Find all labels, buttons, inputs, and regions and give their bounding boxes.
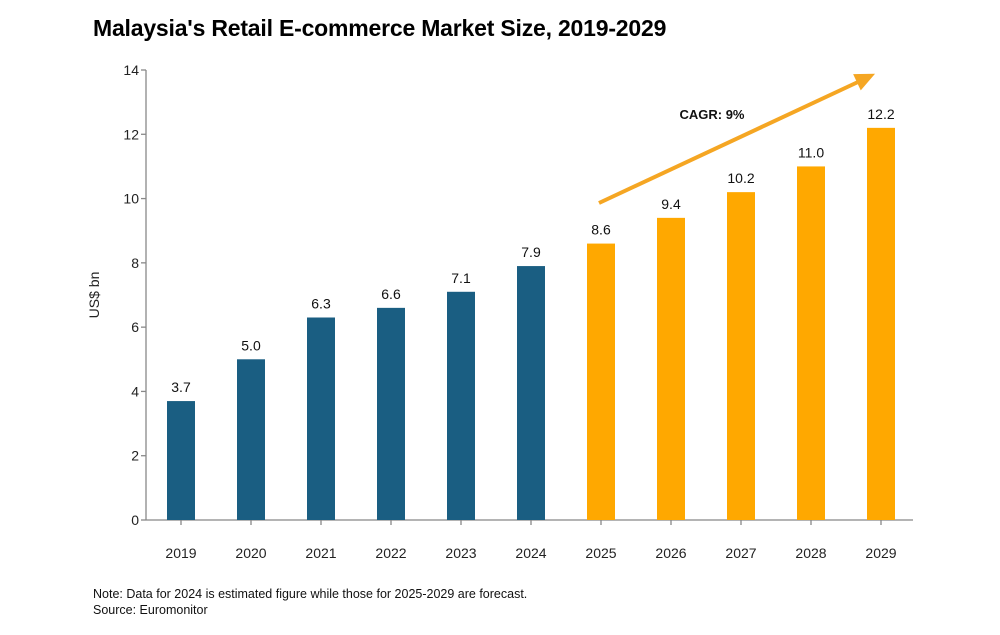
bar-2028 — [797, 166, 825, 520]
data-label-2027: 10.2 — [727, 170, 754, 186]
bar-2027 — [727, 192, 755, 520]
x-tick-label: 2026 — [655, 545, 686, 561]
data-label-2021: 6.3 — [311, 296, 331, 312]
x-tick-label: 2020 — [235, 545, 266, 561]
data-label-2029: 12.2 — [867, 106, 894, 122]
bar-2026 — [657, 217, 685, 520]
y-tick-label: 6 — [131, 319, 139, 335]
bar-2021 — [307, 317, 335, 520]
y-tick-label: 10 — [123, 191, 139, 207]
cagr-annotation: CAGR: 9% — [598, 73, 876, 205]
data-label-2026: 9.4 — [661, 196, 681, 212]
x-tick-label: 2021 — [305, 545, 336, 561]
x-tick-label: 2022 — [375, 545, 406, 561]
bar-2025 — [587, 243, 615, 521]
footnote-source: Source: Euromonitor — [93, 603, 208, 617]
cagr-arrow-head-icon — [853, 73, 876, 91]
y-tick-label: 14 — [123, 62, 139, 78]
bar-2023 — [447, 291, 475, 520]
cagr-arrow-line — [598, 80, 859, 205]
data-label-2019: 3.7 — [171, 379, 191, 395]
x-tick-label: 2029 — [865, 545, 896, 561]
y-tick-label: 0 — [131, 512, 139, 528]
data-label-2025: 8.6 — [591, 222, 611, 238]
data-label-2022: 6.6 — [381, 286, 401, 302]
x-tick-label: 2024 — [515, 545, 546, 561]
y-tick-label: 8 — [131, 255, 139, 271]
bar-2029 — [867, 127, 895, 520]
bar-2019 — [167, 401, 195, 520]
footnote: Note: Data for 2024 is estimated figure … — [93, 586, 527, 618]
y-tick-label: 4 — [131, 383, 139, 399]
cagr-label: CAGR: 9% — [679, 107, 744, 122]
x-tick-label: 2019 — [165, 545, 196, 561]
x-tick-label: 2028 — [795, 545, 826, 561]
bar-2022 — [377, 307, 405, 520]
data-label-2028: 11.0 — [798, 144, 824, 160]
data-label-2023: 7.1 — [451, 270, 471, 286]
chart-title: Malaysia's Retail E-commerce Market Size… — [93, 15, 667, 41]
y-tick-label: 12 — [123, 126, 139, 142]
y-tick-label: 2 — [131, 448, 139, 464]
bars — [167, 127, 895, 521]
bar-2024 — [517, 266, 545, 520]
y-axis-label: US$ bn — [86, 272, 102, 319]
bar-2020 — [237, 359, 265, 520]
data-labels: 3.7 5.0 6.3 6.6 7.1 7.9 8.6 9.4 10.2 11.0 12.2 — [171, 106, 895, 395]
footnote-note: Note: Data for 2024 is estimated figure … — [93, 587, 528, 601]
x-tick-label: 2023 — [445, 545, 476, 561]
x-tick-label: 2025 — [585, 545, 616, 561]
data-label-2020: 5.0 — [241, 337, 261, 353]
x-tick-label: 2027 — [725, 545, 756, 561]
data-label-2024: 7.9 — [521, 244, 541, 260]
